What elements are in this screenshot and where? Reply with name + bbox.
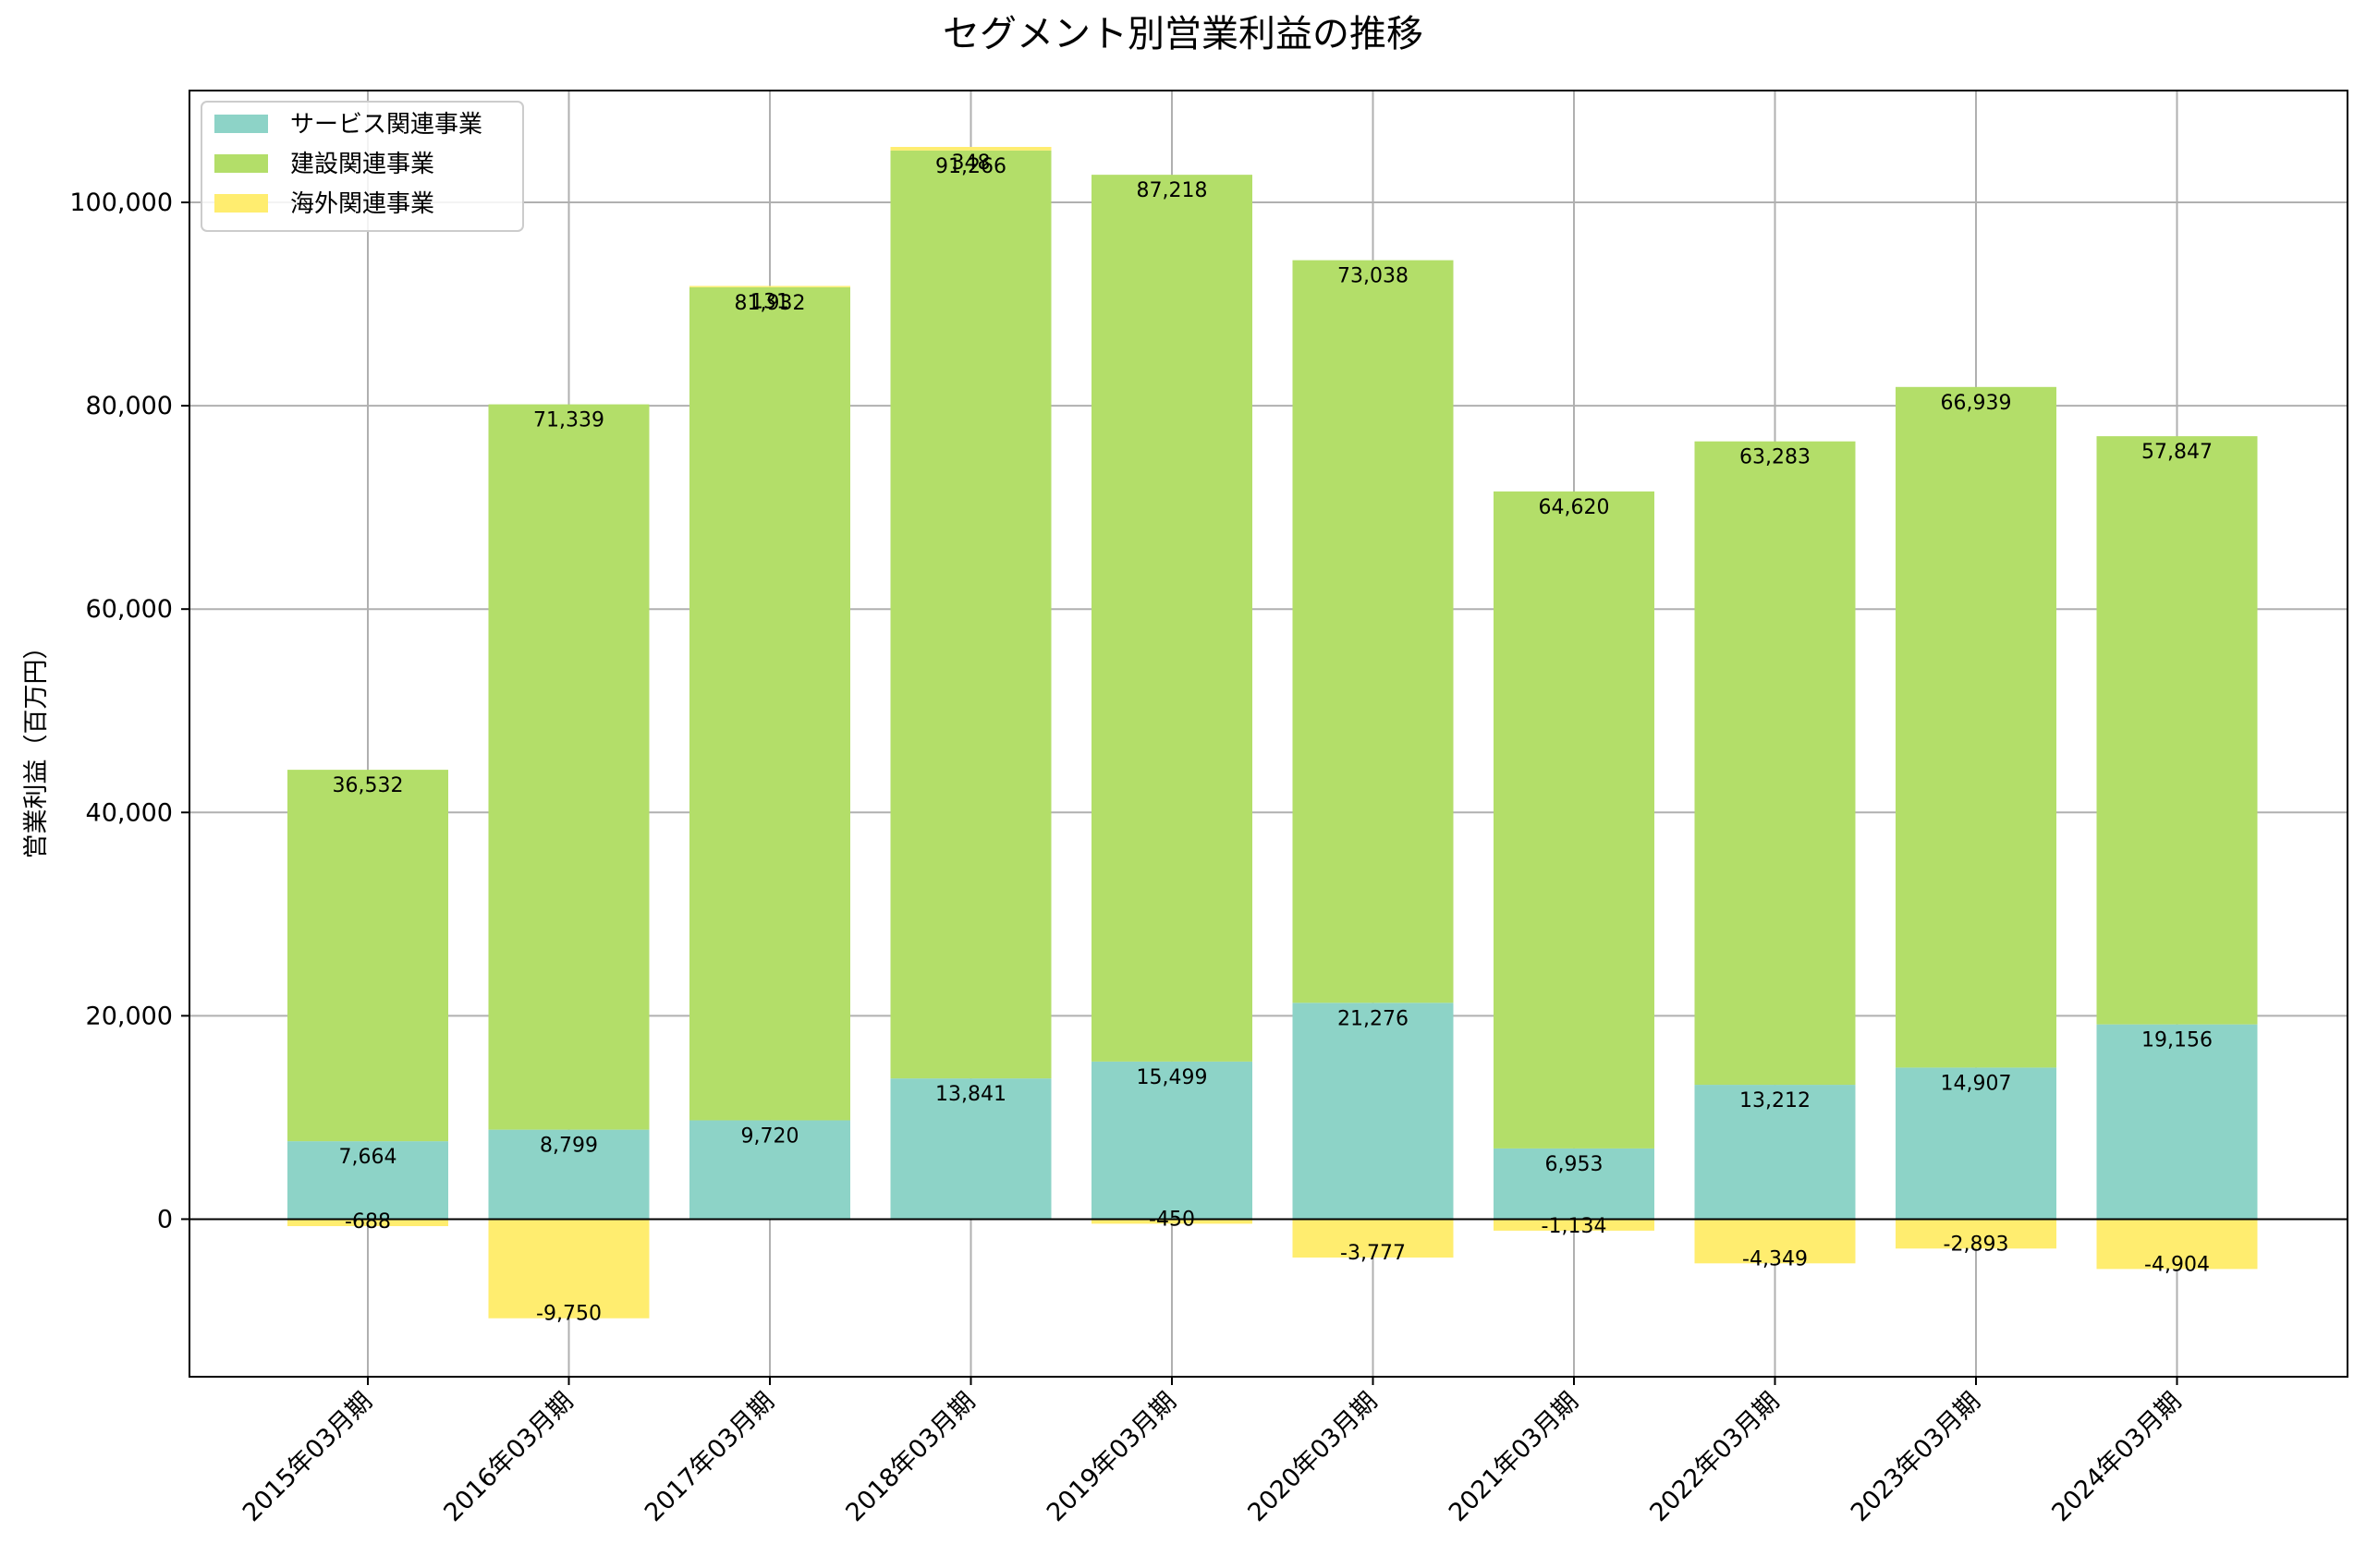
bar-construction xyxy=(488,404,650,1130)
bar-service xyxy=(2096,1024,2258,1220)
data-label-construction: 71,339 xyxy=(533,409,604,432)
bar-overseas xyxy=(1092,1219,1252,1224)
data-label-construction: 64,620 xyxy=(1539,496,1610,519)
data-label-service: 13,841 xyxy=(935,1083,1006,1106)
chart-title: セグメント別営業利益の推移 xyxy=(943,13,1423,55)
bar-construction xyxy=(1694,441,1856,1086)
bar-construction xyxy=(2096,436,2258,1025)
bar-service xyxy=(287,1141,448,1220)
data-label-overseas: -4,349 xyxy=(1742,1247,1808,1270)
data-label-construction: 63,283 xyxy=(1739,446,1811,469)
data-label-service: 6,953 xyxy=(1545,1153,1604,1176)
data-label-overseas: -450 xyxy=(1149,1208,1195,1231)
bar-construction xyxy=(1292,260,1454,1003)
data-label-overseas: -1,134 xyxy=(1542,1215,1607,1238)
data-label-service: 14,907 xyxy=(1941,1072,2012,1095)
bar-overseas xyxy=(488,1219,650,1319)
legend-label-construction: 建設関連事業 xyxy=(290,151,434,178)
bar-overseas xyxy=(2096,1219,2258,1270)
data-label-overseas: -9,750 xyxy=(536,1303,602,1326)
bar-service xyxy=(1092,1061,1252,1220)
bar-service xyxy=(1694,1085,1856,1220)
bar-construction xyxy=(890,150,1052,1079)
bar-service xyxy=(488,1129,650,1220)
y-tick-label: 100,000 xyxy=(69,188,173,217)
data-label-construction: 91,266 xyxy=(935,155,1006,178)
bar-service xyxy=(689,1120,850,1220)
plot-frame xyxy=(189,90,2348,1378)
y-tick-label: 40,000 xyxy=(86,798,173,827)
bar-construction xyxy=(1494,491,1654,1149)
data-label-construction: 87,218 xyxy=(1137,179,1208,202)
data-label-service: 19,156 xyxy=(2141,1029,2213,1052)
data-label-service: 9,720 xyxy=(741,1124,799,1148)
data-label-service: 8,799 xyxy=(540,1135,598,1158)
bar-overseas xyxy=(1292,1219,1454,1258)
data-label-overseas: 348 xyxy=(952,152,991,175)
bar-service xyxy=(1896,1067,2056,1220)
bar-overseas xyxy=(287,1219,448,1227)
bar-construction xyxy=(1896,386,2056,1068)
data-label-overseas: 131 xyxy=(750,290,789,313)
bar-overseas xyxy=(1494,1219,1654,1231)
y-tick-label: 0 xyxy=(157,1205,173,1234)
bar-service xyxy=(1292,1003,1454,1220)
bar-construction xyxy=(1092,175,1252,1062)
legend-swatch-overseas xyxy=(214,194,268,213)
data-label-construction: 66,939 xyxy=(1941,392,2012,415)
bar-construction xyxy=(689,286,850,1121)
legend-swatch-service xyxy=(214,115,268,133)
data-label-overseas: -4,904 xyxy=(2144,1253,2210,1276)
bar-overseas xyxy=(1896,1219,2056,1249)
data-label-overseas: -2,893 xyxy=(1944,1233,2009,1256)
bar-construction xyxy=(287,770,448,1142)
y-tick-label: 60,000 xyxy=(86,595,173,624)
data-label-service: 7,664 xyxy=(339,1146,397,1169)
y-axis-label: 営業利益（百万円） xyxy=(22,635,51,859)
bar-overseas xyxy=(1694,1219,1856,1264)
data-label-overseas: -688 xyxy=(345,1210,391,1234)
data-label-construction: 81,932 xyxy=(735,292,806,315)
bar-overseas xyxy=(890,147,1052,151)
data-label-construction: 36,532 xyxy=(333,774,404,797)
y-tick-label: 80,000 xyxy=(86,392,173,420)
data-label-overseas: -3,777 xyxy=(1340,1242,1406,1265)
bar-service xyxy=(890,1078,1052,1220)
legend-box xyxy=(201,101,524,232)
legend-label-service: サービス関連事業 xyxy=(290,111,482,139)
legend-label-overseas: 海外関連事業 xyxy=(290,190,434,218)
data-label-construction: 57,847 xyxy=(2141,441,2213,464)
data-label-construction: 73,038 xyxy=(1337,265,1409,288)
bar-service xyxy=(1494,1148,1654,1220)
y-tick-label: 20,000 xyxy=(86,1002,173,1030)
legend-swatch-construction xyxy=(214,154,268,173)
data-label-service: 21,276 xyxy=(1337,1007,1409,1030)
data-label-service: 13,212 xyxy=(1739,1089,1811,1112)
data-label-service: 15,499 xyxy=(1137,1066,1208,1089)
